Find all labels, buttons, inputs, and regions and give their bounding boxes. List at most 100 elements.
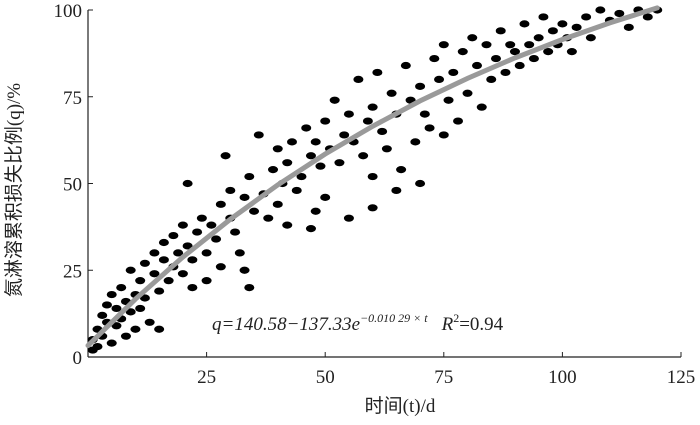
- point: [111, 322, 122, 330]
- point: [230, 228, 241, 236]
- point: [585, 34, 596, 42]
- y-tick-label: 75: [63, 88, 82, 109]
- point: [92, 342, 103, 351]
- point: [367, 172, 378, 181]
- point: [334, 159, 345, 167]
- point: [211, 235, 222, 243]
- point: [476, 103, 487, 111]
- point: [533, 34, 544, 42]
- point: [320, 117, 331, 125]
- point: [438, 41, 449, 49]
- point: [495, 27, 506, 35]
- point: [215, 263, 226, 271]
- point: [158, 238, 169, 247]
- point: [448, 68, 459, 77]
- point: [272, 200, 283, 208]
- point: [509, 48, 520, 56]
- point: [272, 145, 283, 153]
- point: [187, 284, 198, 292]
- point: [187, 256, 198, 264]
- point: [571, 23, 582, 31]
- point: [263, 214, 274, 222]
- point: [296, 172, 307, 181]
- point: [547, 27, 558, 35]
- point: [158, 256, 169, 264]
- point: [453, 117, 464, 125]
- point: [581, 13, 592, 21]
- x-tick-label: 100: [548, 367, 577, 388]
- point: [182, 242, 193, 250]
- point: [614, 9, 625, 18]
- point: [125, 266, 136, 274]
- point: [514, 61, 525, 70]
- point: [301, 124, 312, 132]
- point: [472, 61, 483, 70]
- point: [343, 214, 354, 222]
- point: [457, 48, 468, 56]
- point: [372, 68, 383, 77]
- point: [424, 124, 435, 132]
- point: [154, 287, 165, 295]
- point: [244, 172, 255, 181]
- point: [239, 266, 250, 274]
- point: [396, 166, 407, 174]
- point: [377, 127, 388, 136]
- x-tick-label: 75: [434, 367, 453, 388]
- point: [391, 186, 402, 195]
- point: [310, 207, 321, 215]
- point: [286, 138, 297, 146]
- point: [642, 13, 653, 21]
- point: [410, 138, 421, 146]
- point: [135, 304, 146, 313]
- y-tick-label: 50: [63, 175, 82, 196]
- point: [139, 294, 150, 302]
- point: [135, 277, 146, 285]
- point: [362, 117, 373, 125]
- r2-sup: 2: [453, 311, 459, 325]
- point: [528, 54, 539, 63]
- point: [400, 61, 411, 70]
- point: [116, 284, 127, 292]
- point: [253, 131, 264, 139]
- point: [120, 332, 131, 340]
- point: [467, 34, 478, 42]
- point: [367, 204, 378, 212]
- point: [192, 228, 203, 236]
- point: [358, 152, 369, 160]
- point: [343, 110, 354, 118]
- y-tick-label: 0: [73, 348, 83, 369]
- point: [381, 145, 392, 153]
- point: [206, 221, 217, 229]
- r2: R: [441, 314, 454, 335]
- exponent: −0.010 29 × t: [360, 311, 428, 325]
- point: [438, 131, 449, 139]
- point: [415, 179, 426, 188]
- point: [97, 311, 108, 319]
- point: [291, 186, 302, 195]
- point: [215, 200, 226, 208]
- x-tick-label: 50: [316, 367, 335, 388]
- point: [429, 54, 440, 63]
- point: [234, 249, 245, 257]
- point: [566, 48, 577, 56]
- point: [353, 75, 364, 83]
- point: [163, 277, 174, 285]
- point: [106, 339, 117, 347]
- point: [419, 110, 430, 118]
- point: [106, 290, 117, 299]
- point: [386, 89, 397, 97]
- point: [173, 249, 184, 257]
- x-tick-label: 125: [667, 367, 696, 388]
- point: [249, 207, 260, 215]
- point: [367, 103, 378, 111]
- y-axis-label: 氮淋溶累积损失比例(q)/%: [3, 83, 25, 297]
- point: [310, 138, 321, 146]
- point: [305, 225, 316, 233]
- point: [415, 82, 426, 90]
- point: [177, 221, 188, 229]
- point: [177, 270, 188, 278]
- point: [305, 152, 316, 160]
- point: [543, 48, 554, 56]
- point: [524, 41, 535, 49]
